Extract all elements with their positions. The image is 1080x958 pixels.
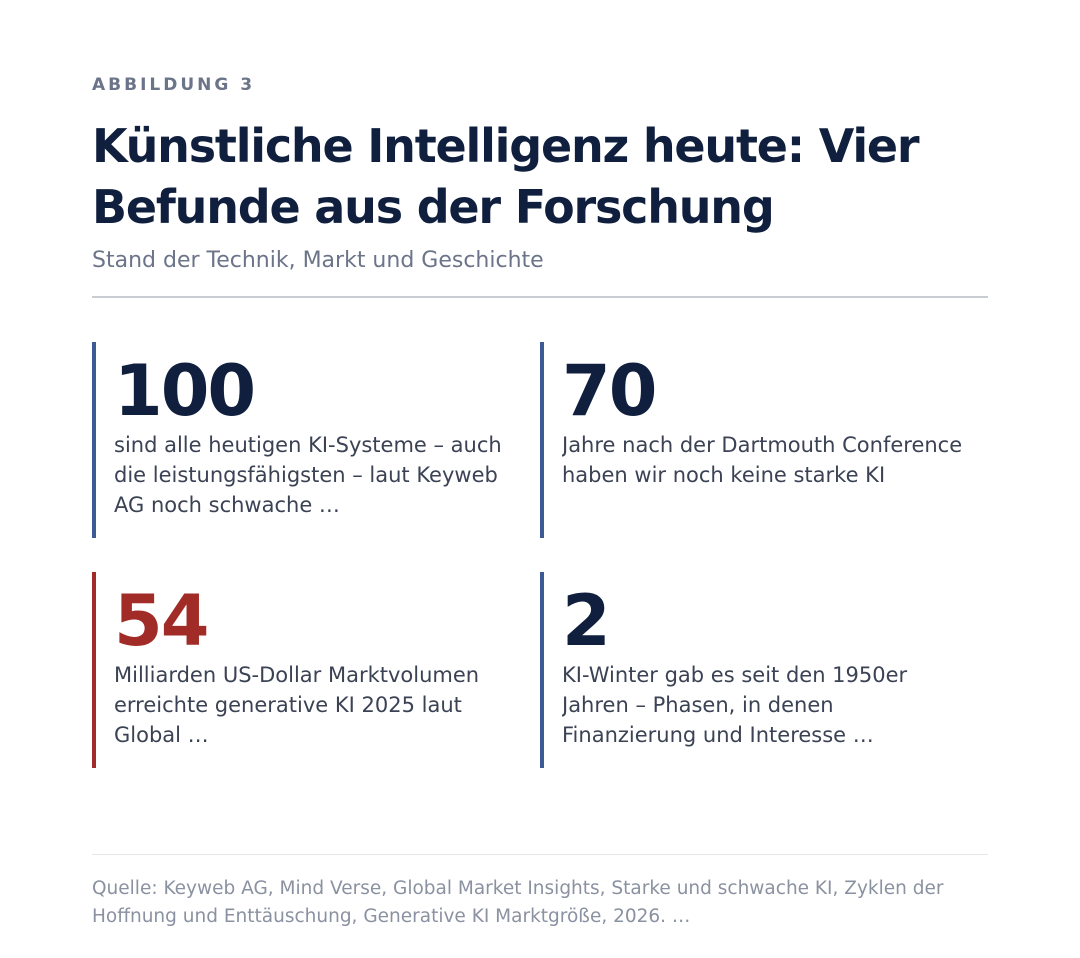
stat-description: Jahre nach der Dartmouth Conference habe…: [562, 433, 963, 487]
figure-kicker: ABBILDUNG 3: [92, 75, 256, 95]
figure-card: ABBILDUNG 3 Künstliche Intelligenz heute…: [92, 0, 988, 958]
figure-title: Künstliche Intelligenz heute: Vier Befun…: [92, 119, 920, 234]
stat-value: 2: [562, 580, 611, 662]
stat-card-3: 54 Milliarden US-Dollar Marktvolumen err…: [92, 572, 498, 768]
stat-card-4: 2 KI-Winter gab es seit den 1950er Jahre…: [540, 572, 946, 768]
stat-card-2: 70 Jahre nach der Dartmouth Conference h…: [540, 342, 962, 538]
stat-value: 100: [114, 350, 256, 432]
figure-subtitle: Stand der Technik, Markt und Geschichte: [92, 248, 544, 273]
stat-value: 70: [562, 350, 657, 432]
stat-description: KI-Winter gab es seit den 1950er Jahren …: [562, 663, 908, 747]
source-note: Quelle: Keyweb AG, Mind Verse, Global Ma…: [92, 878, 944, 927]
stat-card-1: 100 sind alle heutigen KI-Systeme – auch…: [92, 342, 502, 538]
stat-description: Milliarden US-Dollar Marktvolumen erreic…: [114, 663, 480, 747]
header-divider: [92, 296, 988, 298]
stat-value: 54: [114, 580, 209, 662]
stat-description: sind alle heutigen KI-Systeme – auch die…: [114, 433, 502, 517]
footer-divider: [92, 854, 988, 855]
